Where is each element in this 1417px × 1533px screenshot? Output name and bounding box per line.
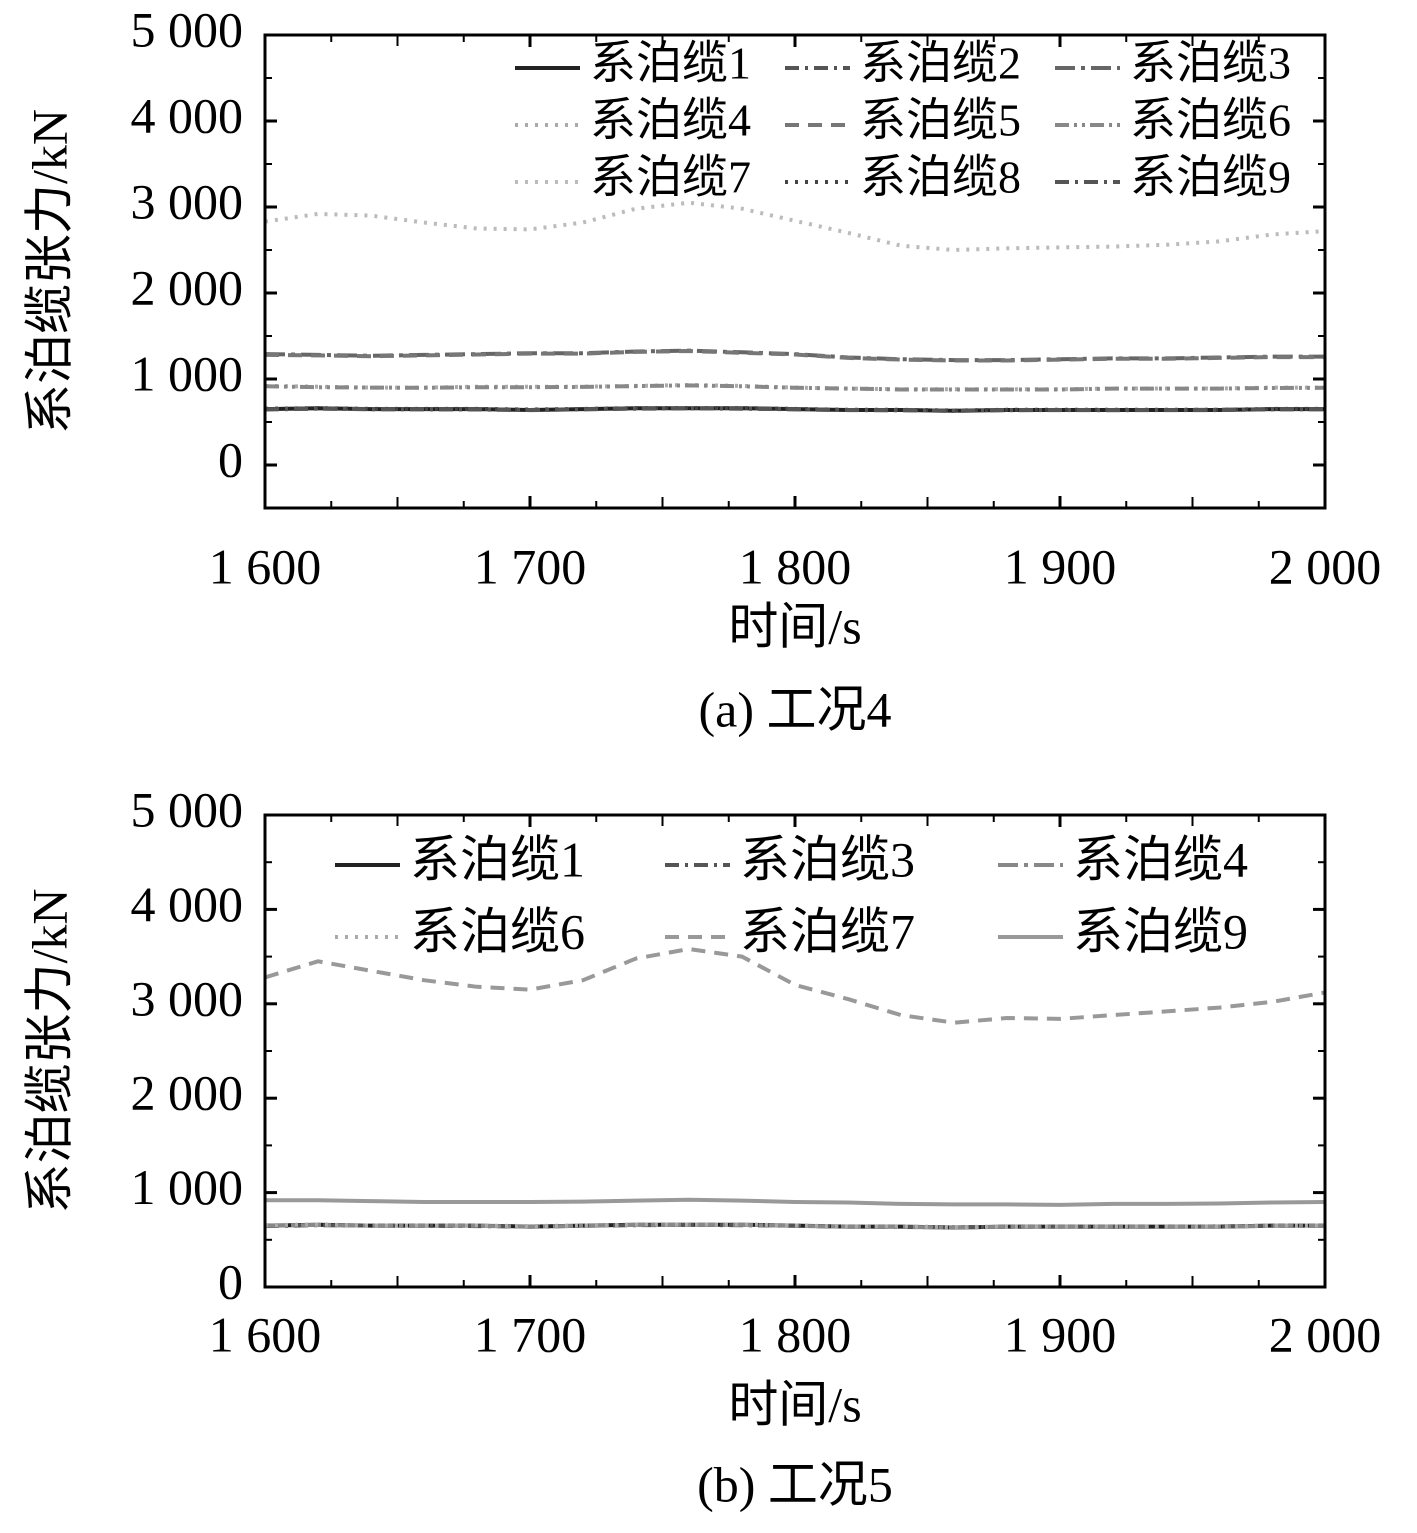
legend-label: 系泊缆9 — [1073, 903, 1248, 959]
y-tick-label: 4 000 — [131, 87, 244, 143]
legend-label: 系泊缆9 — [1130, 152, 1291, 203]
legend-label: 系泊缆3 — [1130, 38, 1291, 89]
x-tick-label: 1 800 — [739, 1306, 852, 1362]
x-tick-label: 1 900 — [1004, 538, 1117, 594]
x-tick-label: 1 600 — [209, 1306, 322, 1362]
y-tick-label: 3 000 — [131, 970, 244, 1026]
series-line — [265, 1197, 1326, 1207]
legend-label: 系泊缆3 — [740, 831, 915, 887]
legend-label: 系泊缆1 — [590, 38, 751, 89]
series-line — [264, 946, 1326, 1025]
series-line — [264, 383, 1326, 392]
y-tick-label: 5 000 — [131, 781, 244, 837]
caption: (a) 工况4 — [699, 681, 892, 737]
y-axis-label: 系泊缆张力/kN — [21, 109, 77, 434]
series-line — [264, 406, 1325, 414]
x-tick-label: 2 000 — [1269, 538, 1382, 594]
x-axis-label: 时间/s — [728, 598, 861, 654]
x-tick-label: 1 800 — [739, 538, 852, 594]
series-line — [264, 1222, 1325, 1230]
legend-label: 系泊缆4 — [590, 95, 751, 146]
y-tick-label: 2 000 — [131, 1065, 244, 1121]
panel: 0 1 000 2 000 3 000 4 000 5 000 1 600 1 700 1 80… — [21, 781, 1381, 1512]
series-line — [264, 200, 1326, 253]
legend-label: 系泊缆2 — [860, 38, 1021, 89]
x-tick-label: 1 700 — [474, 538, 587, 594]
y-tick-label: 0 — [218, 1253, 243, 1309]
y-axis-label: 系泊缆张力/kN — [21, 889, 77, 1214]
legend-label: 系泊缆7 — [590, 152, 751, 203]
y-tick-label: 4 000 — [131, 876, 244, 932]
y-tick-label: 1 000 — [131, 1159, 244, 1215]
plot-frame — [263, 813, 1327, 1289]
legend-label: 系泊缆8 — [860, 152, 1021, 203]
x-tick-label: 2 000 — [1269, 1306, 1382, 1362]
legend-label: 系泊缆7 — [740, 903, 915, 959]
series-line — [264, 348, 1325, 363]
plot-frame — [263, 33, 1327, 510]
x-tick-label: 1 600 — [209, 538, 322, 594]
panel: 0 1 000 2 000 3 000 4 000 5 000 1 600 1 700 1 80… — [21, 1, 1381, 737]
y-tick-label: 0 — [218, 431, 243, 487]
x-tick-label: 1 700 — [474, 1306, 587, 1362]
y-tick-label: 2 000 — [131, 259, 244, 315]
y-tick-label: 5 000 — [131, 1, 244, 57]
x-axis-label: 时间/s — [728, 1376, 861, 1432]
legend-label: 系泊缆5 — [860, 95, 1021, 146]
legend-label: 系泊缆1 — [410, 831, 585, 887]
legend-label: 系泊缆4 — [1073, 831, 1248, 887]
y-tick-label: 1 000 — [131, 345, 244, 401]
caption: (b) 工况5 — [697, 1456, 893, 1512]
legend-label: 系泊缆6 — [1130, 95, 1291, 146]
y-tick-label: 3 000 — [131, 173, 244, 229]
x-tick-label: 1 900 — [1004, 1306, 1117, 1362]
legend-label: 系泊缆6 — [410, 903, 585, 959]
